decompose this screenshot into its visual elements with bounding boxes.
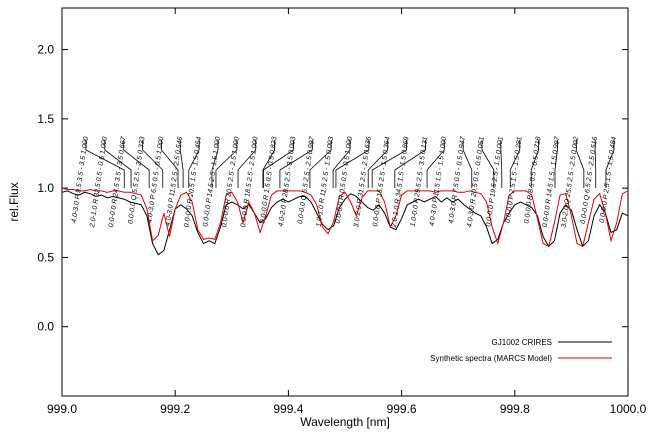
line-connector <box>481 140 495 188</box>
line-label: 0.0-0.0 R 18.5 2.5 - 2.5 1.000 <box>240 136 260 228</box>
line-label: 0.0-0.0 Q 5.5 2.5 - 2.5 0.997 <box>297 135 316 224</box>
line-connector <box>237 140 257 188</box>
line-label: 0.0-0.0 Q 5.5 2.5 - 2.5 0.333 <box>127 136 146 224</box>
y-tick-label: 0.0 <box>37 320 54 334</box>
line-connector <box>85 140 125 188</box>
line-connector <box>509 140 521 188</box>
y-tick-label: 0.5 <box>37 250 54 264</box>
line-label: 4.0-3.0 P 9.5 3.5 - 3.5 1.000 <box>71 136 90 223</box>
line-connector <box>605 140 615 188</box>
line-label: 3.0-2.0 Q 25.5 2.5 - 2.5 0.002 <box>561 136 581 228</box>
line-label: 0.0-0.0 R 20.5 1.5 - 1.5 0.454 <box>183 136 203 228</box>
line-label: 1.0-0.0 P 29.5 2.5 - 3.5 0.131 <box>410 136 430 227</box>
line-connector <box>367 140 389 188</box>
y-tick-label: 2.0 <box>37 43 54 57</box>
x-tick-label: 999.4 <box>273 402 303 416</box>
line-connector <box>309 140 332 188</box>
line-connector <box>554 140 558 188</box>
x-tick-label: 999.6 <box>387 402 417 416</box>
line-label: 1.0-1.0 R 11.5 2.5 - 1.5 0.003 <box>316 136 336 227</box>
line-connector <box>394 140 426 188</box>
line-label: 2.0-1.0 R 34.5 1.5 - 1.5 0.869 <box>391 136 411 229</box>
line-label: 0.0-0.0 R 1.5 0.5 - 0.5 0.823 <box>259 136 278 224</box>
plot-frame <box>61 7 629 397</box>
line-connector <box>575 140 585 188</box>
legend-label: Synthetic spectra (MARCS Model) <box>430 354 552 363</box>
line-connector <box>211 140 219 188</box>
legend-label: GJ1002 CRIRES <box>492 338 552 347</box>
line-label: 4.0-2.0 P 28.5 2.5 - 3.5 0.003 <box>278 136 298 227</box>
spectrum-line <box>61 190 629 256</box>
line-connector <box>142 140 164 188</box>
line-connector <box>335 140 370 188</box>
legend-box <box>400 332 620 366</box>
line-connector <box>262 140 275 188</box>
line-label: 2.0-1.0 R 32.5 0.5 - 0.5 1.000 <box>89 136 109 229</box>
line-connector <box>332 140 351 188</box>
line-connector <box>215 140 238 188</box>
line-connector <box>371 140 407 188</box>
line-label: 4.0-3.0 R 7.5 0.5 - 0.5 0.947 <box>448 135 467 224</box>
line-connector <box>188 140 200 188</box>
x-tick-label: 1000.0 <box>610 402 647 416</box>
line-connector <box>530 140 539 188</box>
line-connector <box>161 140 179 188</box>
x-tick-label: 999.0 <box>47 402 77 416</box>
line-label: 0.0-0.0 R 14.5 1.5 - 1.5 0.997 <box>542 135 562 228</box>
line-connector <box>500 140 503 188</box>
line-connector <box>426 140 445 188</box>
line-label: 0.0-0.0 R 8.5 0.5 - 0.5 0.718 <box>523 136 542 224</box>
line-label: 0.0-0.0 P 2.5 1.5 - 1.5 0.281 <box>505 136 524 223</box>
x-tick-label: 999.8 <box>500 402 530 416</box>
line-label: 0.0-0.0 P 15.5 2.5 - 1.5 0.364 <box>372 136 392 227</box>
line-label: 0.0-0.0 P 2.5 1.5 - 1.5 0.484 <box>599 136 618 223</box>
line-connector <box>104 140 132 188</box>
y-tick-label: 1.5 <box>37 112 54 126</box>
line-connector <box>123 140 150 188</box>
x-tick-label: 999.2 <box>160 402 190 416</box>
line-connector <box>263 140 294 188</box>
line-label: 0.0-0.0 R 0.5 0.5 - 0.5 1.000 <box>335 136 354 224</box>
spectrum-line <box>61 187 629 248</box>
line-label: 0.0-0.0 R 24.5 3.5 - 3.5 0.667 <box>108 135 128 228</box>
y-tick-label: 1.0 <box>37 181 54 195</box>
line-connector <box>279 140 313 188</box>
line-connector <box>594 140 597 188</box>
y-axis-label: rel.Flux <box>7 182 21 221</box>
line-connector <box>462 140 473 188</box>
line-label: 4.0-3.0 P 11.5 1.5 - 1.5 1.000 <box>429 136 449 226</box>
line-label: 3.0-2.0 R 31.5 2.5 - 2.5 0.636 <box>353 136 373 228</box>
line-connector <box>179 140 184 188</box>
x-axis-label: Wavelength [nm] <box>300 415 390 429</box>
